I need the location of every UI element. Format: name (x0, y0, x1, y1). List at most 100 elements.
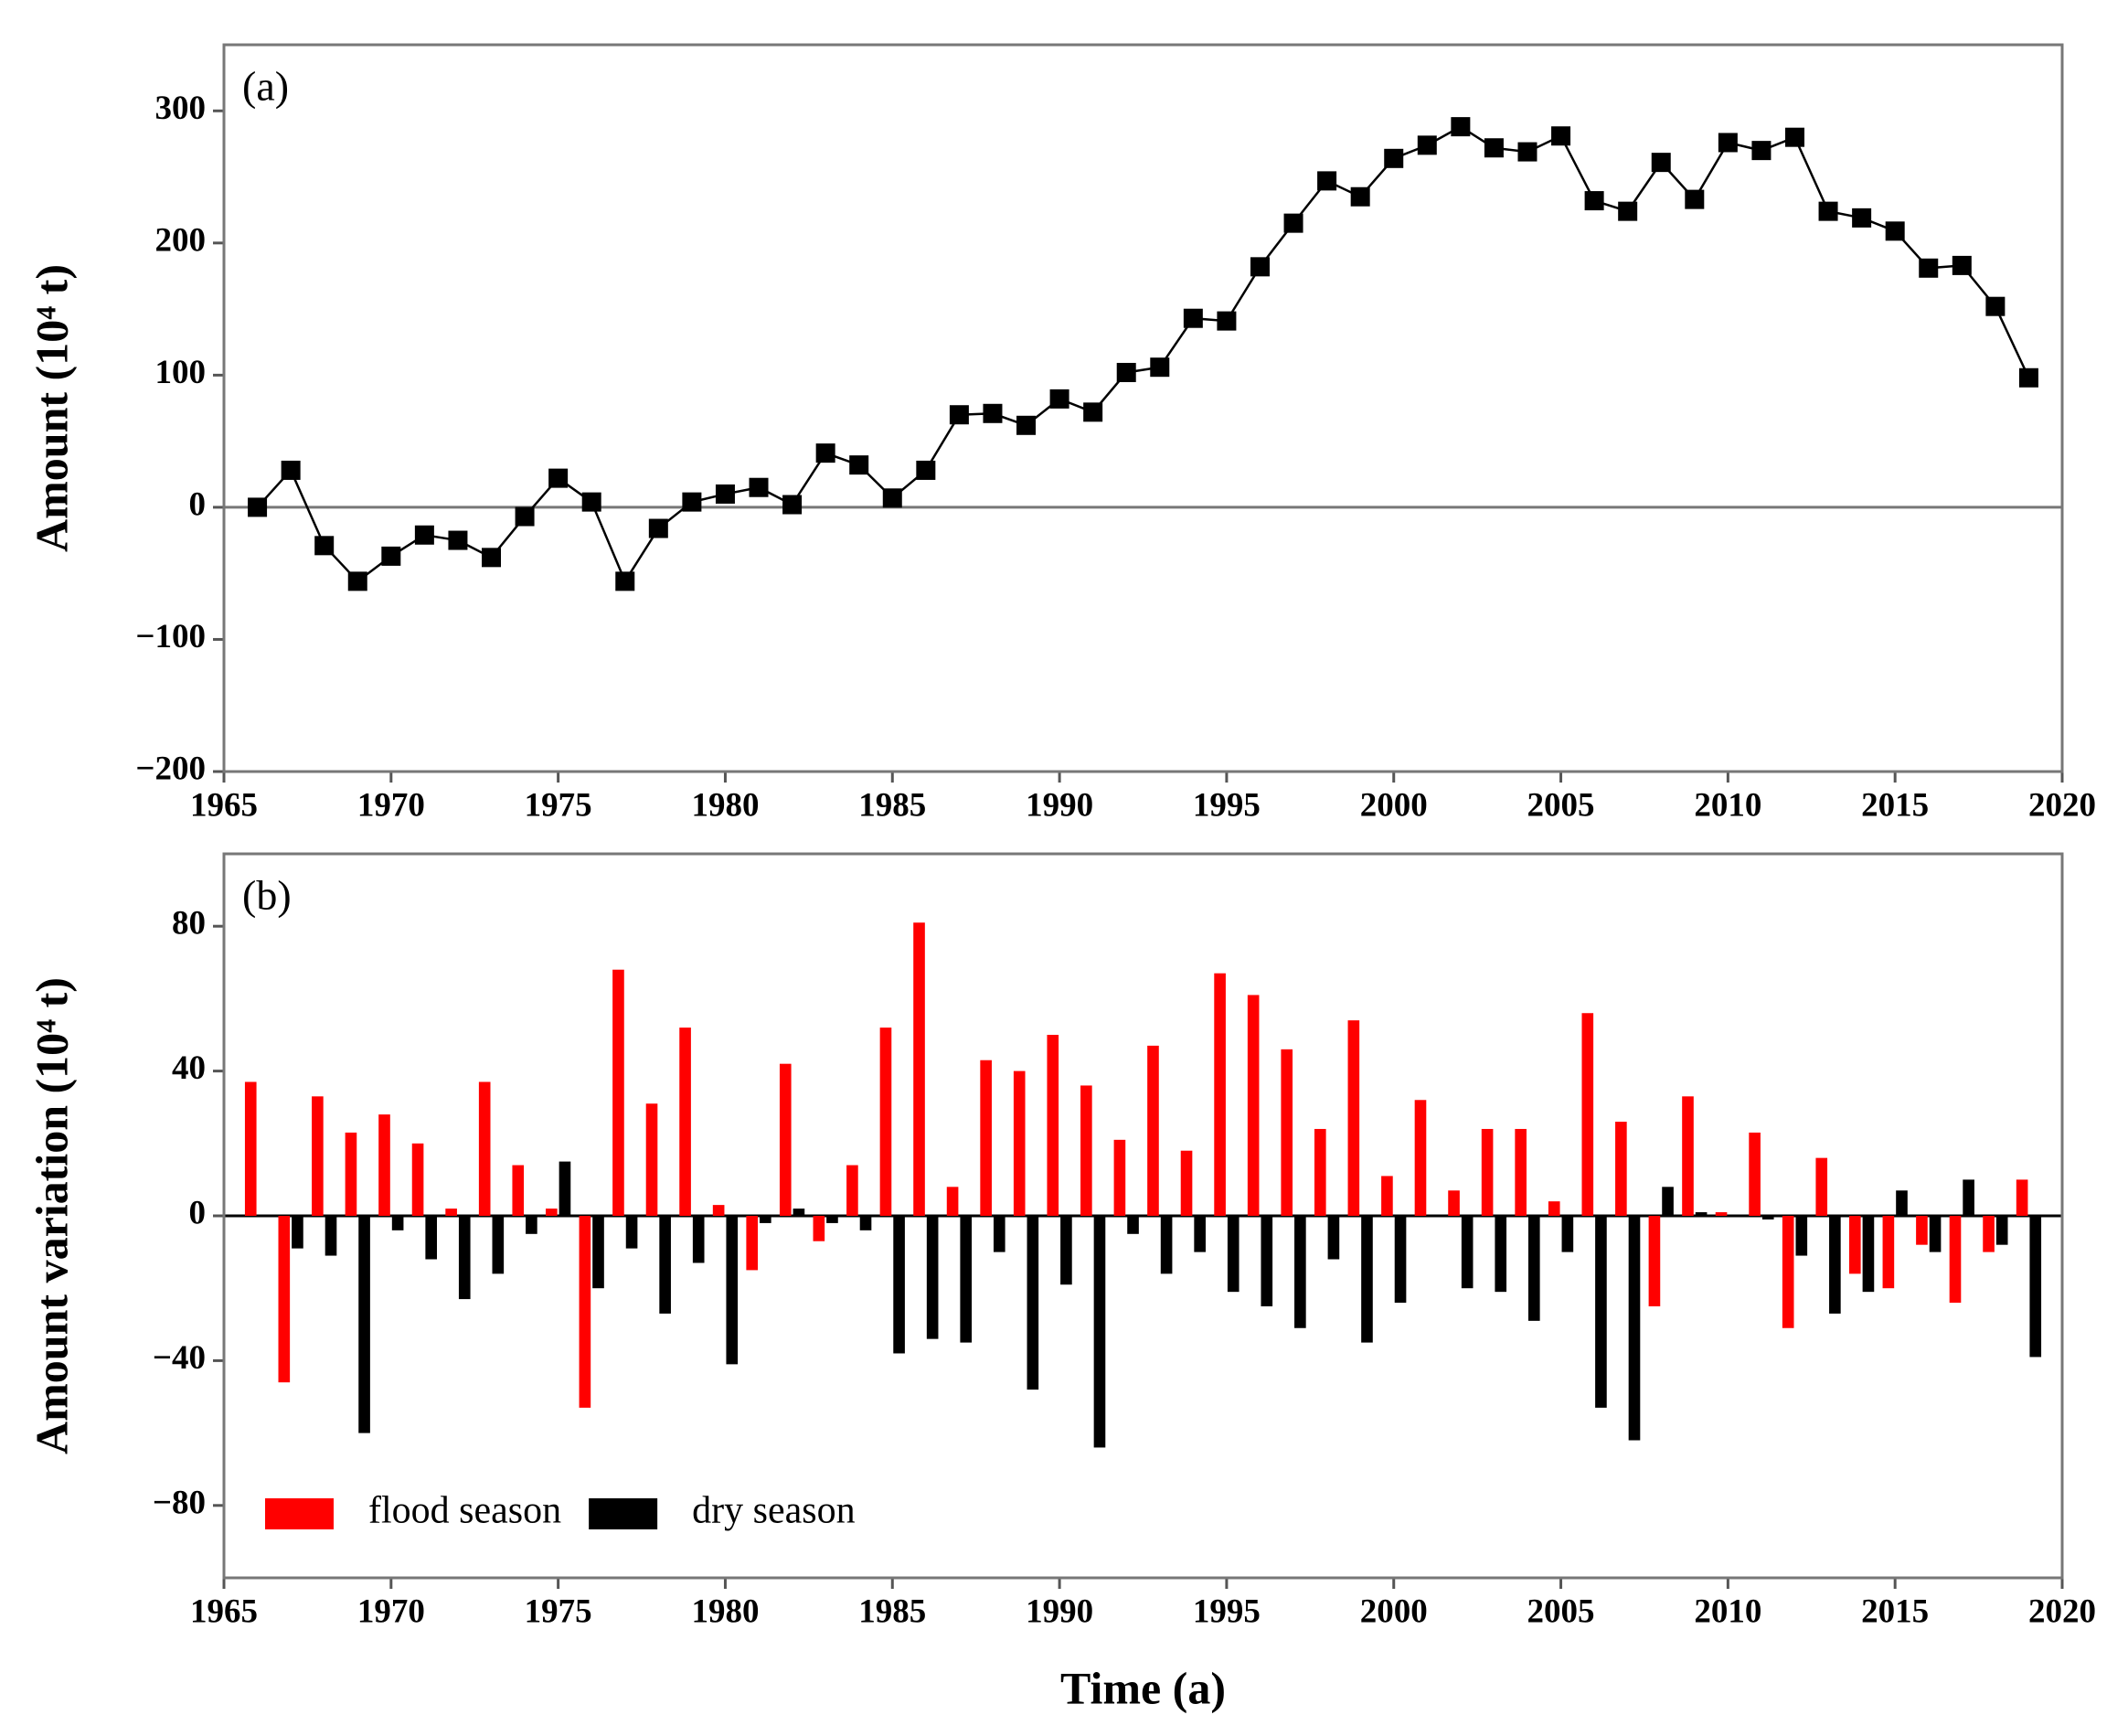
y-tick-label: −200 (135, 750, 206, 787)
marker (1584, 191, 1604, 211)
bar (1047, 1035, 1059, 1216)
y-tick-label: 300 (155, 90, 207, 127)
bar (1127, 1216, 1139, 1234)
x-tick-label: 1965 (190, 786, 258, 824)
marker (815, 443, 835, 463)
bar (244, 1081, 257, 1216)
bar (1314, 1128, 1326, 1216)
plot-frame (222, 852, 2064, 1580)
marker (849, 455, 869, 475)
marker (581, 492, 601, 512)
x-tick-label: 2010 (1694, 786, 1761, 824)
bar (1194, 1216, 1206, 1252)
bar (1648, 1216, 1661, 1306)
bar (1060, 1216, 1072, 1285)
marker (1417, 135, 1437, 155)
bar (826, 1216, 838, 1223)
marker (949, 405, 969, 425)
marker (1451, 117, 1471, 137)
marker (782, 495, 803, 515)
marker (281, 460, 301, 480)
x-tick-label: 1965 (190, 1592, 258, 1630)
marker (1250, 257, 1270, 277)
bar (946, 1187, 959, 1216)
bar (813, 1216, 825, 1241)
marker (1751, 141, 1772, 161)
marker (1718, 133, 1738, 153)
bar (478, 1081, 491, 1216)
marker (1517, 142, 1537, 162)
bar (793, 1209, 805, 1216)
bar (625, 1216, 638, 1249)
marker (1049, 389, 1069, 409)
bar (926, 1216, 939, 1339)
marker (1919, 258, 1939, 278)
bar (1113, 1139, 1126, 1216)
bar (1848, 1216, 1861, 1274)
bar (1013, 1070, 1026, 1216)
marker (414, 525, 434, 545)
bar (345, 1132, 357, 1216)
bar (1495, 1216, 1507, 1293)
bar (1093, 1216, 1106, 1448)
bar (292, 1216, 303, 1249)
bar (592, 1216, 604, 1289)
y-tick-label: 80 (172, 905, 206, 943)
marker (1183, 308, 1203, 328)
bar (378, 1114, 390, 1216)
x-tick-label: 1980 (691, 786, 759, 824)
bar (1795, 1216, 1808, 1256)
bar (993, 1216, 1005, 1252)
bar (1147, 1045, 1159, 1216)
bar (1862, 1216, 1875, 1293)
bar (712, 1205, 725, 1216)
bar (1281, 1049, 1293, 1216)
x-axis-title: Time (a) (1060, 1662, 1226, 1713)
bar (1347, 1020, 1360, 1216)
bar (1695, 1212, 1708, 1216)
bar (1180, 1150, 1193, 1216)
bar (1548, 1201, 1560, 1216)
marker (1952, 255, 1972, 275)
bar (960, 1216, 973, 1343)
bar (1829, 1216, 1841, 1314)
bar (1715, 1212, 1728, 1216)
marker (715, 484, 735, 504)
y-axis-title: Amount variation (10⁴ t) (26, 977, 77, 1454)
x-tick-label: 1975 (525, 786, 592, 824)
marker (1985, 296, 2006, 316)
marker (1818, 201, 1838, 221)
marker (1350, 186, 1370, 207)
marker (1384, 148, 1404, 168)
y-tick-label: −40 (153, 1339, 206, 1377)
x-tick-label: 2000 (1360, 1592, 1428, 1630)
bar (1581, 1013, 1594, 1216)
marker (1016, 415, 1037, 435)
legend-label: dry season (692, 1490, 855, 1532)
x-tick-label: 2000 (1360, 786, 1428, 824)
bar (1595, 1216, 1607, 1408)
bar (1394, 1216, 1407, 1304)
panel-label: (a) (242, 63, 289, 110)
x-tick-label: 1970 (357, 786, 425, 824)
marker (1283, 213, 1303, 233)
legend-swatch (265, 1498, 334, 1529)
bar (526, 1216, 537, 1234)
x-tick-label: 1980 (691, 1592, 759, 1630)
marker (615, 571, 635, 591)
marker (983, 403, 1003, 423)
bar (2016, 1179, 2028, 1216)
marker (515, 506, 535, 527)
x-tick-label: 2020 (2028, 786, 2096, 824)
bar (1461, 1216, 1474, 1289)
x-tick-label: 2005 (1527, 1592, 1595, 1630)
bar (1782, 1216, 1794, 1328)
marker (1618, 201, 1638, 221)
x-tick-label: 1995 (1193, 786, 1261, 824)
bar (1929, 1216, 1942, 1252)
bar (645, 1103, 658, 1216)
x-tick-label: 1975 (525, 1592, 592, 1630)
bar (1160, 1216, 1173, 1274)
marker (2018, 367, 2038, 388)
